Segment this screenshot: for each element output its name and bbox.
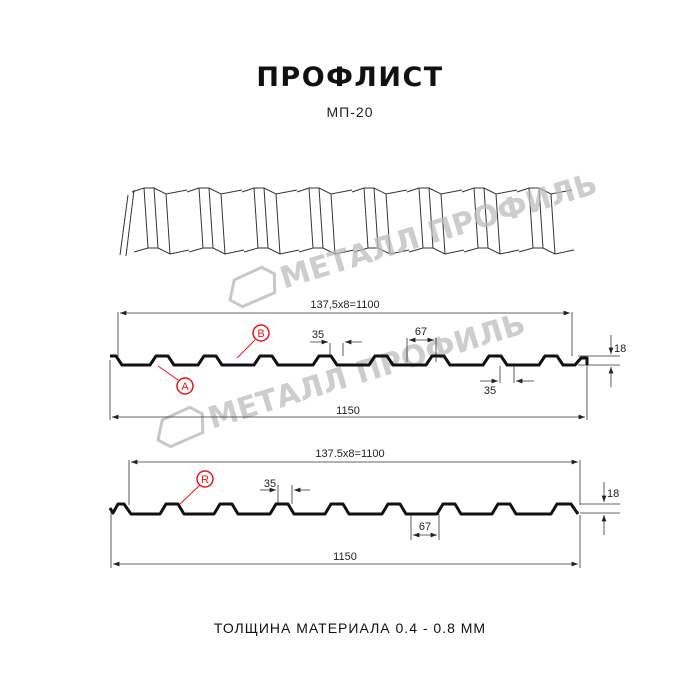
svg-text:МЕТАЛЛ ПРОФИЛЬ: МЕТАЛЛ ПРОФИЛЬ — [276, 167, 601, 297]
page-subtitle: МП-20 — [326, 104, 374, 120]
span-label: 67 — [419, 521, 431, 533]
watermark-bottom: МЕТАЛЛ ПРОФИЛЬ — [156, 307, 530, 449]
svg-text:B: B — [257, 328, 264, 340]
watermark-top: МЕТАЛЛ ПРОФИЛЬ — [228, 167, 602, 309]
svg-text:A: A — [181, 381, 189, 393]
marker-r: R — [179, 470, 214, 505]
crest-label: 35 — [264, 478, 276, 490]
marker-a: A — [157, 365, 194, 395]
pitch-label: 137,5x8=1100 — [310, 299, 379, 311]
sheet-3d-view — [119, 187, 575, 257]
height-label: 18 — [607, 488, 619, 500]
profile-top: 137,5x8=1100 1150 35 67 35 18 B A — [109, 299, 626, 420]
marker-b: B — [236, 324, 270, 359]
svg-text:R: R — [201, 474, 209, 486]
height-label: 18 — [614, 343, 626, 355]
span-label: 67 — [415, 326, 427, 338]
width-label: 1150 — [333, 551, 357, 563]
crest-label: 35 — [312, 329, 324, 341]
width-label: 1150 — [336, 405, 360, 417]
profile-bottom: 137.5x8=1100 1150 35 67 18 R — [108, 448, 620, 568]
pitch-label: 137.5x8=1100 — [315, 448, 384, 460]
material-thickness-note: ТОЛЩИНА МАТЕРИАЛА 0.4 - 0.8 ММ — [213, 620, 487, 636]
page-title: ПРОФЛИСТ — [256, 62, 444, 93]
valley-label: 35 — [484, 385, 496, 397]
